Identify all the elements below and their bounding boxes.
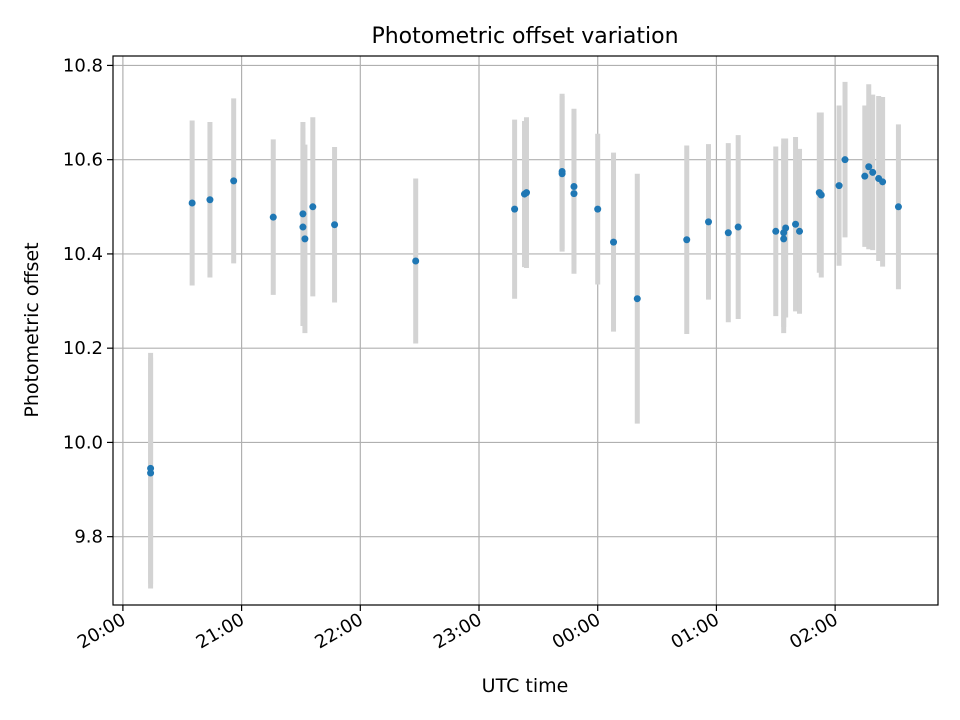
data-point: [511, 205, 519, 213]
y-tick-label: 9.8: [74, 527, 103, 548]
data-point: [894, 203, 902, 211]
data-point: [841, 156, 849, 164]
data-point: [879, 178, 887, 186]
data-point: [558, 167, 566, 175]
data-point: [861, 172, 869, 180]
data-point: [570, 190, 578, 198]
data-point: [230, 177, 238, 185]
data-point: [522, 189, 530, 197]
data-point: [633, 295, 641, 303]
y-tick-label: 10.4: [63, 244, 103, 265]
y-axis-label: Photometric offset: [21, 242, 43, 417]
y-tick-label: 10.0: [63, 432, 103, 453]
data-point: [780, 235, 788, 243]
data-point: [301, 235, 309, 243]
data-point: [835, 182, 843, 190]
data-point: [309, 203, 317, 211]
data-point: [683, 236, 691, 244]
data-point: [206, 196, 214, 204]
grid: [113, 56, 938, 605]
data-points: [147, 156, 902, 477]
data-point: [594, 205, 602, 213]
data-point: [188, 199, 196, 207]
y-axis: 9.8 10.0 10.2 10.4 10.6 10.8: [63, 55, 113, 548]
data-point: [299, 223, 307, 231]
data-point: [412, 257, 420, 265]
data-point: [865, 163, 873, 171]
x-axis-label: UTC time: [482, 675, 569, 697]
data-point: [570, 183, 578, 191]
data-point: [724, 229, 732, 237]
data-point: [610, 238, 618, 246]
data-point: [299, 210, 307, 218]
data-point: [734, 223, 742, 231]
chart-title: Photometric offset variation: [371, 24, 678, 49]
data-point: [792, 220, 800, 228]
data-point: [817, 191, 825, 199]
data-point: [869, 168, 877, 176]
data-point: [331, 221, 339, 229]
data-point: [147, 464, 155, 472]
y-tick-label: 10.6: [63, 150, 103, 171]
data-point: [796, 227, 804, 235]
plot-frame: [112, 55, 939, 606]
data-point: [782, 224, 790, 232]
data-point: [269, 213, 277, 221]
data-point: [772, 227, 780, 235]
y-tick-label: 10.8: [63, 55, 103, 76]
data-point: [705, 218, 713, 226]
y-tick-label: 10.2: [63, 338, 103, 359]
